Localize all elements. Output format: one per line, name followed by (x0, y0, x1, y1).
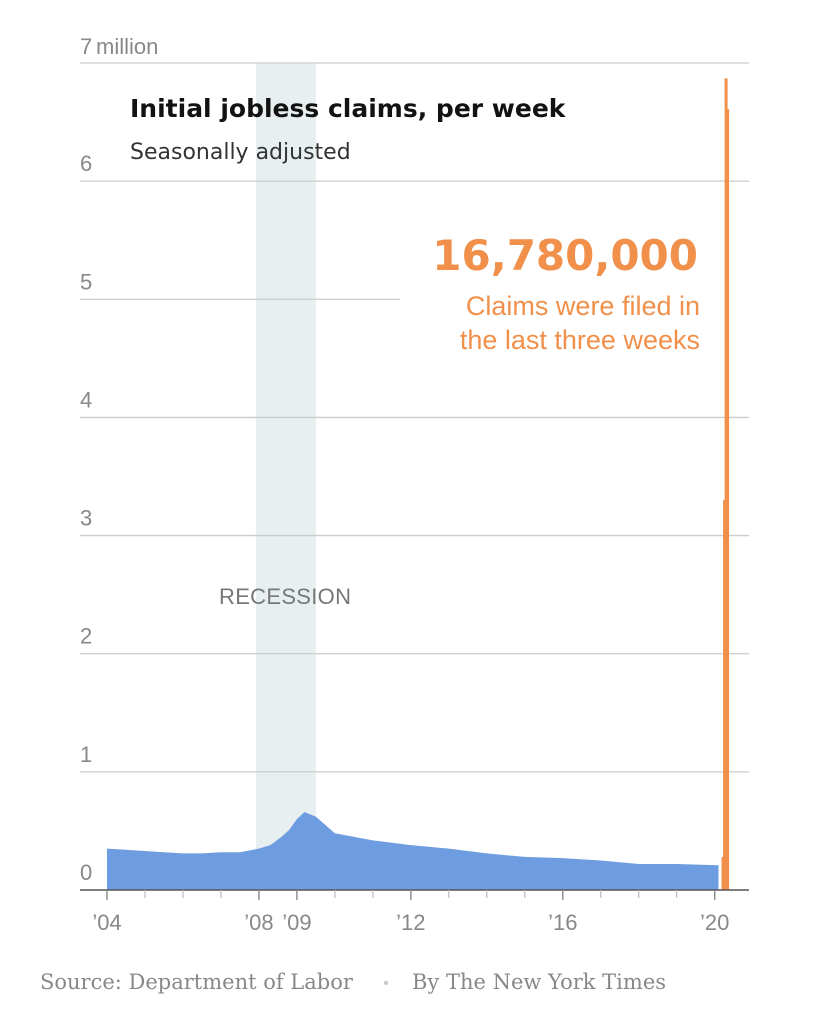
y-tick-label-6: 6 (80, 151, 92, 176)
y-tick-label-2: 2 (80, 624, 92, 649)
covid-claims-bar (721, 856, 725, 890)
annotation-value: 16,780,000 (432, 231, 698, 280)
historical-claims-area (107, 812, 719, 890)
y-tick-label-1: 1 (80, 742, 92, 767)
recession-band (255, 63, 316, 890)
covid-claims-bar (724, 78, 728, 890)
byline: By The New York Times (412, 970, 666, 994)
footer-separator: • (383, 975, 389, 992)
y-tick-label-5: 5 (80, 269, 92, 294)
annotation-text-line-1: Claims were filed in (466, 291, 700, 321)
y-tick-label-7: 7 (80, 34, 92, 59)
x-tick-label: ’12 (396, 910, 425, 935)
annotation-text-line-2: the last three weeks (460, 325, 700, 355)
source-credit: Source: Department of Labor (40, 970, 354, 994)
x-tick-label: ’08 (244, 910, 273, 935)
chart-title: Initial jobless claims, per week (130, 94, 567, 123)
x-tick-label: ’04 (92, 910, 121, 935)
recession-label: RECESSION (219, 584, 351, 609)
covid-claims-bar (726, 109, 730, 891)
x-tick-label: ’20 (700, 910, 729, 935)
y-tick-label-4: 4 (80, 387, 92, 412)
covid-claims-bar (723, 500, 727, 890)
y-tick-label-0: 0 (80, 860, 92, 885)
y-tick-label-3: 3 (80, 506, 92, 531)
y-unit-label: million (96, 34, 158, 59)
x-tick-label: ’09 (282, 910, 311, 935)
chart-subtitle: Seasonally adjusted (130, 140, 351, 165)
x-tick-label: ’16 (548, 910, 577, 935)
